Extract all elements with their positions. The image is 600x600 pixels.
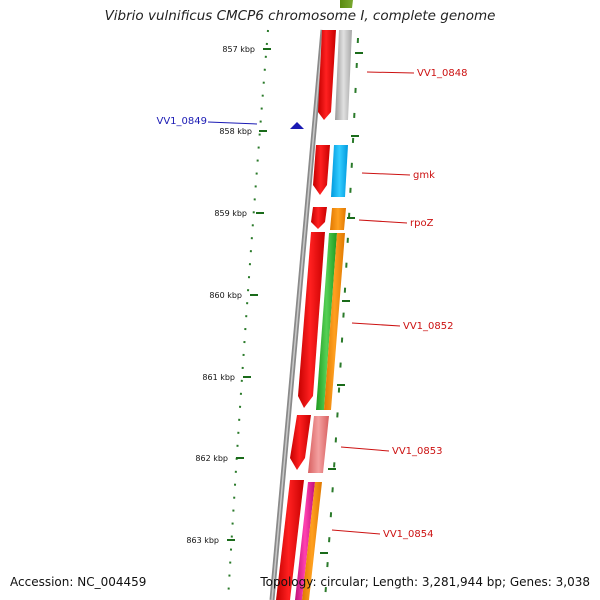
scale-label-861: 861 kbp [202,373,235,382]
scale-label-860: 860 kbp [209,291,242,300]
gene-vv1-0852-cds[interactable] [298,232,325,408]
topology-text: Topology: circular; Length: 3,281,944 bp… [260,575,590,589]
scale-label-858: 858 kbp [219,127,252,136]
gene-label-vv1-0848[interactable]: VV1_0848 [417,68,468,79]
gene-gmk-feature[interactable] [331,145,348,197]
gene-label-vv1-0854[interactable]: VV1_0854 [383,529,434,540]
gene-vv1-0848[interactable] [318,0,353,120]
scale-label-859: 859 kbp [214,209,247,218]
gene-vv1-0852[interactable] [298,232,345,410]
scale-ring-dots [227,29,269,600]
gene-vv1-0853[interactable] [290,415,329,473]
gene-label-rpoz[interactable]: rpoZ [410,218,434,229]
gene-label-gmk[interactable]: gmk [413,170,435,181]
accession-text: Accession: NC_004459 [10,575,147,589]
gene-label-vv1-0853[interactable]: VV1_0853 [392,446,443,457]
gene-vv1-0854[interactable] [276,480,322,600]
gene-vv1-0852-feature-green[interactable] [316,233,337,410]
gene-vv1-0848-feature[interactable] [335,30,352,120]
scale-label-857: 857 kbp [222,45,255,54]
scale-axis: 857 kbp 858 kbp 859 kbp 860 kbp 861 kbp … [186,45,271,545]
gene-vv1-0853-feature[interactable] [308,416,329,473]
outer-ring-major-ticks [320,52,363,554]
label-leaders [207,71,415,535]
map-title: Vibrio vulnificus CMCP6 chromosome I, co… [104,8,496,24]
gene-vv1-0849-marker[interactable] [290,122,304,129]
gene-vv1-0854-feature-orange[interactable] [302,482,322,600]
outer-ring-ticks [324,37,359,600]
scale-label-863: 863 kbp [186,536,219,545]
gene-vv1-0848-cds[interactable] [318,30,336,120]
gene-vv1-0853-cds[interactable] [290,415,311,470]
gene-rpoz-cds[interactable] [311,207,327,229]
gene-vv1-0854-cds[interactable] [276,480,304,600]
gene-gmk[interactable] [313,145,348,197]
gene-gmk-cds[interactable] [313,145,330,195]
gene-label-vv1-0852[interactable]: VV1_0852 [403,321,454,332]
scale-label-862: 862 kbp [195,454,228,463]
gene-rpoz[interactable] [311,207,346,230]
gene-rpoz-feature[interactable] [330,208,346,230]
gene-label-vv1-0849[interactable]: VV1_0849 [157,116,208,127]
gene-upstream-feature[interactable] [340,0,353,8]
gene-vv1-0852-feature-orange[interactable] [324,233,345,410]
gene-vv1-0854-feature-magenta[interactable] [295,482,315,600]
